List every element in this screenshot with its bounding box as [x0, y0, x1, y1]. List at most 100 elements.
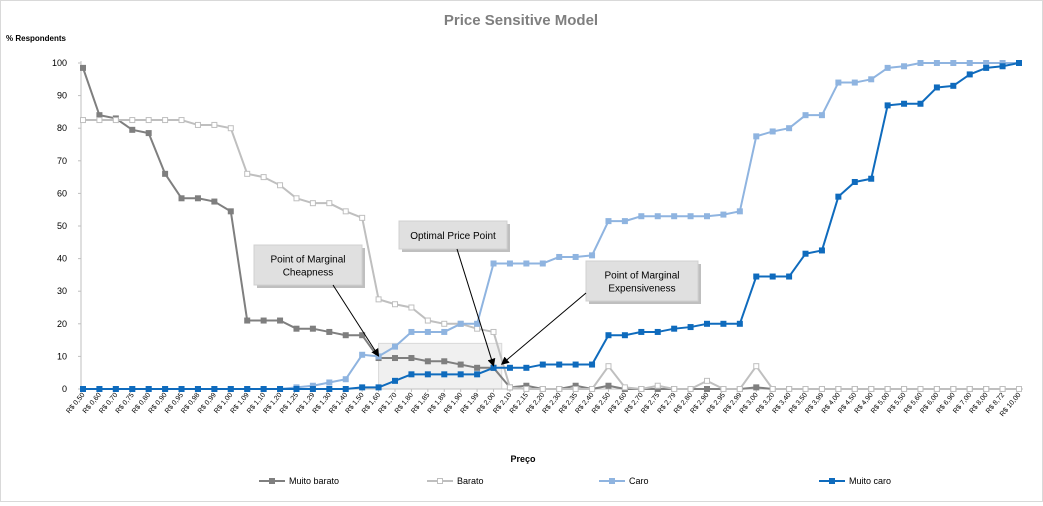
data-point	[375, 384, 382, 391]
data-point	[359, 384, 366, 391]
data-point	[539, 260, 546, 267]
data-point	[589, 386, 596, 392]
data-point	[474, 364, 481, 371]
data-point	[1016, 386, 1022, 392]
annotation-box	[253, 244, 363, 286]
y-tick-label: 20	[57, 319, 67, 329]
data-point	[162, 117, 169, 124]
data-point	[474, 325, 481, 332]
data-point	[917, 100, 924, 107]
data-point	[506, 384, 513, 391]
data-point	[145, 130, 152, 137]
data-point	[786, 273, 793, 280]
y-tick-label: 50	[57, 221, 67, 231]
data-point	[720, 386, 727, 392]
data-point	[326, 386, 333, 392]
data-point	[589, 361, 596, 368]
data-point	[408, 328, 415, 335]
data-point	[441, 320, 448, 327]
data-point	[704, 386, 710, 392]
data-point	[523, 386, 530, 392]
data-point	[704, 320, 710, 327]
annotation-arrow	[500, 292, 587, 365]
data-point	[654, 213, 661, 220]
data-point	[539, 361, 546, 368]
legend-swatch-marker	[437, 478, 443, 484]
data-point	[309, 325, 316, 332]
data-point	[753, 384, 760, 391]
data-point	[424, 317, 431, 324]
y-axis-label: % Respondents	[6, 34, 67, 43]
data-point	[244, 317, 251, 324]
data-point	[490, 260, 497, 267]
data-point	[211, 386, 218, 392]
data-point	[1016, 60, 1022, 66]
data-point	[851, 386, 858, 392]
data-point	[424, 358, 431, 365]
series-line	[83, 119, 1019, 390]
series-muito-caro	[80, 60, 1022, 392]
data-point	[572, 253, 579, 260]
data-point	[621, 218, 628, 225]
data-point	[884, 64, 891, 71]
data-point	[720, 211, 727, 218]
annotation-optimal-price: Optimal Price Point	[398, 220, 510, 367]
data-point	[818, 247, 825, 254]
data-point	[342, 376, 349, 383]
data-point	[621, 384, 628, 391]
data-point	[687, 324, 694, 331]
data-point	[933, 60, 940, 66]
data-point	[326, 379, 333, 386]
legend-label: Muito caro	[849, 476, 891, 486]
series-barato	[80, 117, 1022, 392]
data-point	[753, 363, 760, 370]
data-point	[835, 386, 842, 392]
shaded-range-layer	[378, 342, 503, 390]
data-point	[933, 386, 940, 392]
data-point	[917, 386, 924, 392]
data-point	[835, 193, 842, 200]
data-point	[129, 117, 136, 124]
data-point	[654, 382, 661, 389]
data-point	[868, 175, 875, 182]
legend-label: Barato	[457, 476, 484, 486]
y-tick-label: 60	[57, 188, 67, 198]
annotation-arrow	[456, 248, 496, 367]
acceptable-price-range	[378, 342, 503, 390]
y-tick-label: 30	[57, 286, 67, 296]
data-point	[638, 328, 645, 335]
data-point	[851, 178, 858, 185]
legend-item-muito-barato: Muito barato	[259, 476, 339, 486]
data-point	[736, 208, 743, 215]
data-point	[818, 386, 825, 392]
data-point	[227, 208, 234, 215]
data-point	[408, 355, 415, 362]
data-point	[950, 82, 957, 89]
y-tick-label: 100	[52, 58, 67, 68]
data-point	[293, 195, 300, 202]
data-point	[983, 64, 990, 71]
data-point	[720, 320, 727, 327]
y-tick-label: 90	[57, 91, 67, 101]
data-point	[753, 133, 760, 140]
data-point	[901, 386, 908, 392]
data-point	[145, 117, 152, 124]
data-point	[802, 250, 809, 257]
data-point	[277, 317, 284, 324]
data-point	[556, 361, 563, 368]
annotation-text: Point of Marginal	[270, 255, 345, 266]
series-layer	[80, 60, 1022, 392]
data-point	[260, 174, 267, 181]
data-point	[884, 386, 891, 392]
data-point	[260, 317, 267, 324]
data-point	[129, 126, 136, 133]
data-point	[211, 198, 218, 205]
annotation-marginal-cheapness: Point of Marginal Cheapness	[253, 244, 380, 357]
data-point	[441, 371, 448, 378]
data-point	[260, 386, 267, 392]
legend-label: Muito barato	[289, 476, 339, 486]
data-point	[654, 328, 661, 335]
annotation-text: Cheapness	[283, 268, 334, 279]
